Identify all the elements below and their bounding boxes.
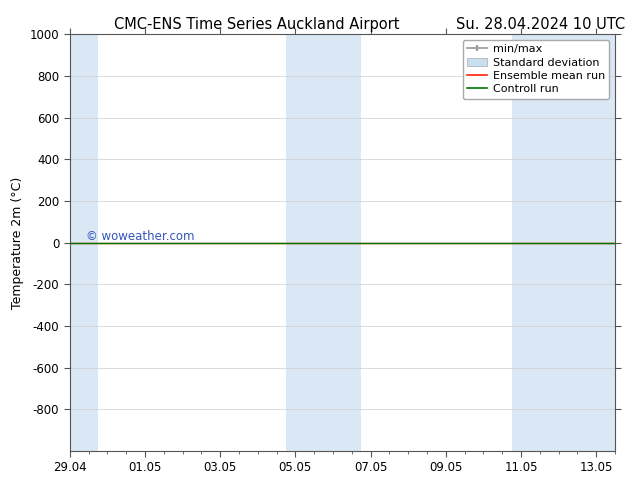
Legend: min/max, Standard deviation, Ensemble mean run, Controll run: min/max, Standard deviation, Ensemble me…	[463, 40, 609, 99]
Y-axis label: Temperature 2m (°C): Temperature 2m (°C)	[11, 176, 24, 309]
Bar	[286, 34, 361, 451]
Text: Su. 28.04.2024 10 UTC: Su. 28.04.2024 10 UTC	[456, 17, 626, 32]
Bar	[512, 34, 615, 451]
Bar	[60, 34, 98, 451]
Text: © woweather.com: © woweather.com	[86, 230, 195, 244]
Text: CMC-ENS Time Series Auckland Airport: CMC-ENS Time Series Auckland Airport	[114, 17, 399, 32]
